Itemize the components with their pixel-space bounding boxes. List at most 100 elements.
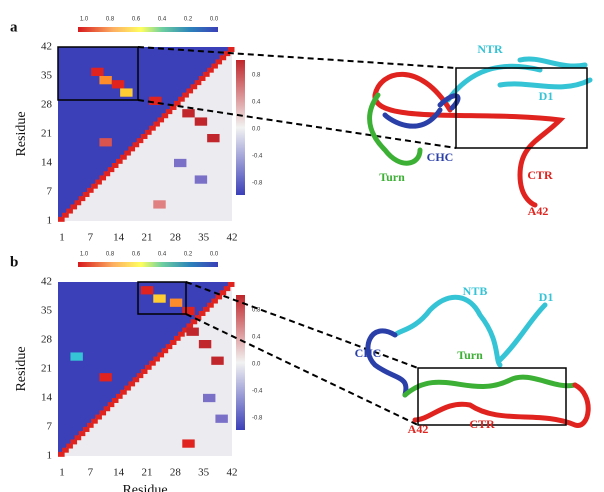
protein-ribbon xyxy=(375,74,560,205)
x-tick-label: 42 xyxy=(227,467,238,479)
colorbar-tick: 0.8 xyxy=(252,73,261,79)
y-tick-label: 35 xyxy=(41,305,53,317)
y-tick-label: 14 xyxy=(41,392,53,404)
structure-label: Turn xyxy=(457,348,483,362)
heatmap-patch xyxy=(99,138,111,146)
x-tick-label: 42 xyxy=(227,232,238,244)
x-tick-label: 7 xyxy=(88,467,94,479)
protein-ribbon xyxy=(368,331,406,395)
side-colorbar xyxy=(236,60,245,195)
top-colorbar xyxy=(78,27,218,32)
x-tick-label: 28 xyxy=(170,232,182,244)
y-tick-label: 21 xyxy=(41,128,52,140)
x-tick-label: 21 xyxy=(142,232,153,244)
heatmap-patch xyxy=(182,439,194,447)
figure: a 1.0 0.8 0.6 0.4 0.2 0.0 0.8 0.4 0.0 -0.4 -0.8 42 35… xyxy=(0,0,604,492)
heatmap-patch xyxy=(112,80,124,88)
heatmap-patch xyxy=(182,109,194,117)
protein-ribbon xyxy=(415,385,588,425)
structure-label: CHC xyxy=(427,150,454,164)
heatmap-patch xyxy=(70,352,82,360)
heatmap-patch xyxy=(195,175,207,183)
colorbar-tick: 0.0 xyxy=(210,252,219,258)
y-tick-label: 42 xyxy=(41,41,52,53)
top-colorbar xyxy=(78,262,218,267)
x-tick-label: 1 xyxy=(59,232,65,244)
colorbar-tick: 0.2 xyxy=(184,17,193,23)
y-tick-label: 14 xyxy=(41,157,53,169)
colorbar-tick: 0.8 xyxy=(106,17,115,23)
x-tick-label: 35 xyxy=(198,467,210,479)
colorbar-tick: -0.8 xyxy=(252,181,263,187)
colorbar-tick: 1.0 xyxy=(80,17,89,23)
panel-label: b xyxy=(10,254,18,270)
heatmap-patch xyxy=(170,299,182,307)
heatmap-patch xyxy=(199,340,211,348)
colorbar-tick: -0.4 xyxy=(252,389,263,395)
structure-label: A42 xyxy=(408,422,429,436)
x-tick-label: 7 xyxy=(88,232,94,244)
x-tick-label: 1 xyxy=(59,467,65,479)
heatmap-patch xyxy=(99,373,111,381)
diagonal-cell xyxy=(228,282,235,287)
colorbar-tick: 0.4 xyxy=(252,335,261,341)
heatmap-patch xyxy=(141,286,153,294)
heatmap-patch xyxy=(186,328,198,336)
colorbar-tick: 0.6 xyxy=(132,252,141,258)
heatmap-patch xyxy=(174,159,186,167)
x-tick-label: 21 xyxy=(142,467,153,479)
structure-box xyxy=(456,68,587,148)
y-tick-label: 35 xyxy=(41,70,53,82)
structure-label: CTR xyxy=(527,168,553,182)
side-colorbar xyxy=(236,295,245,430)
x-tick-label: 14 xyxy=(113,232,125,244)
heatmap-patch xyxy=(120,88,132,96)
y-tick-label: 7 xyxy=(47,186,53,198)
protein-ribbon xyxy=(405,377,575,395)
colorbar-tick: 0.4 xyxy=(158,17,167,23)
x-tick-label: 28 xyxy=(170,467,182,479)
colorbar-tick: 0.6 xyxy=(132,17,141,23)
y-tick-label: 21 xyxy=(41,363,52,375)
structure-label: D1 xyxy=(539,89,554,103)
heatmap-patch xyxy=(153,294,165,302)
structure-label: NTR xyxy=(477,42,503,56)
y-axis-label: Residue xyxy=(14,346,29,391)
structure-label: Turn xyxy=(379,170,405,184)
heatmap-patch xyxy=(215,415,227,423)
structure-label: A42 xyxy=(528,204,549,218)
structure-label: CTR xyxy=(469,417,495,431)
colorbar-tick: 0.0 xyxy=(252,362,261,368)
heatmap-patch xyxy=(99,76,111,84)
structure-label: D1 xyxy=(539,290,554,304)
heatmap-patch xyxy=(195,117,207,125)
x-axis-label: Residue xyxy=(122,483,167,492)
heatmap-patch xyxy=(153,200,165,208)
y-tick-label: 7 xyxy=(47,421,53,433)
colorbar-tick: 0.8 xyxy=(106,252,115,258)
heatmap-patch xyxy=(211,357,223,365)
colorbar-tick: 0.0 xyxy=(252,127,261,133)
structure-label: CHC xyxy=(355,346,382,360)
y-tick-label: 28 xyxy=(41,99,53,111)
protein-ribbon xyxy=(448,59,590,100)
heatmap-patch xyxy=(207,134,219,142)
x-tick-label: 35 xyxy=(198,232,210,244)
y-tick-label: 42 xyxy=(41,276,52,288)
panel-label: a xyxy=(10,19,18,35)
colorbar-tick: 1.0 xyxy=(80,252,89,258)
x-tick-label: 14 xyxy=(113,467,125,479)
colorbar-tick: -0.8 xyxy=(252,416,263,422)
colorbar-tick: 0.4 xyxy=(158,252,167,258)
structure-label: NTB xyxy=(463,284,488,298)
y-tick-label: 28 xyxy=(41,334,53,346)
colorbar-tick: 0.0 xyxy=(210,17,219,23)
y-tick-label: 1 xyxy=(47,450,53,462)
heatmap-patch xyxy=(203,394,215,402)
diagonal-cell xyxy=(228,47,235,52)
y-tick-label: 1 xyxy=(47,215,53,227)
heatmap-patch xyxy=(91,68,103,76)
y-axis-label: Residue xyxy=(14,111,29,156)
colorbar-tick: 0.2 xyxy=(184,252,193,258)
colorbar-tick: 0.4 xyxy=(252,100,261,106)
